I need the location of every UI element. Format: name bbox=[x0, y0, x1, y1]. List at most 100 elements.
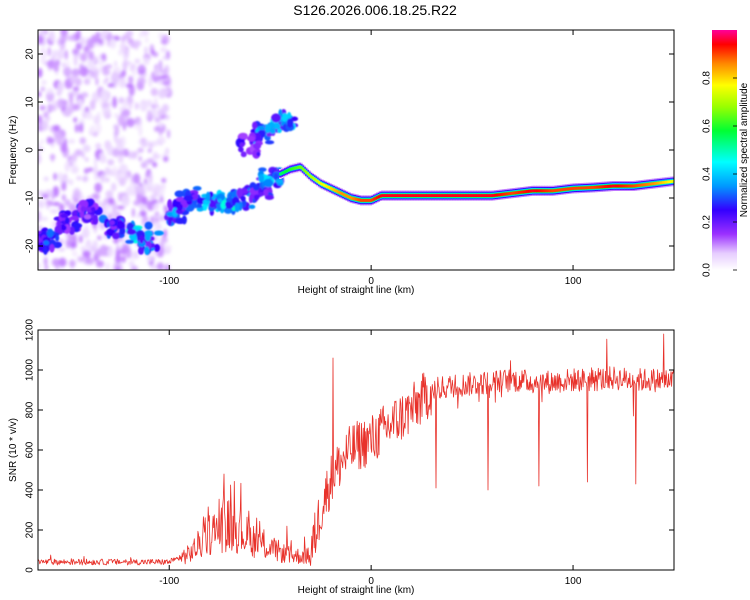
ridge-segment bbox=[586, 186, 589, 190]
ridge-segment bbox=[579, 186, 583, 190]
colorbar-tick-label: 0.6 bbox=[702, 119, 713, 133]
ridge-segment bbox=[636, 184, 639, 187]
ridge-segment bbox=[431, 194, 434, 197]
noise-dot bbox=[119, 77, 126, 89]
noise-dot bbox=[56, 89, 62, 97]
noise-dot bbox=[40, 139, 44, 145]
noise-dot bbox=[152, 204, 159, 210]
ridge-segment bbox=[372, 197, 376, 201]
spectral-blob bbox=[239, 142, 245, 148]
ridge-segment bbox=[555, 188, 558, 192]
ridge-segment bbox=[552, 189, 555, 193]
ridge-segment bbox=[529, 189, 532, 193]
ridge-segment bbox=[460, 194, 463, 197]
noise-dot bbox=[40, 86, 46, 92]
ridge-segment bbox=[547, 189, 550, 193]
snr-ylabel: SNR (10 * v/v) bbox=[8, 418, 19, 482]
noise-dot bbox=[79, 137, 87, 145]
ridge-segment bbox=[440, 194, 444, 197]
ridge-segment bbox=[334, 189, 337, 192]
noise-dot bbox=[112, 148, 120, 158]
noise-dot bbox=[151, 199, 159, 204]
colorbar-tick-label: 0.4 bbox=[702, 167, 713, 181]
noise-dot bbox=[145, 100, 153, 108]
ridge-segment bbox=[434, 194, 437, 197]
ridge-segment bbox=[280, 171, 284, 175]
noise-dot bbox=[91, 91, 100, 103]
noise-dot bbox=[161, 185, 166, 195]
ridge-group bbox=[279, 161, 674, 206]
noise-dot bbox=[143, 159, 149, 166]
ridge-segment bbox=[563, 188, 566, 191]
noise-dot bbox=[95, 260, 105, 268]
noise-dot bbox=[115, 124, 120, 137]
noise-dot bbox=[138, 156, 142, 162]
ridge-segment bbox=[390, 194, 394, 197]
noise-dot bbox=[82, 250, 91, 258]
noise-dot bbox=[134, 124, 142, 130]
noise-dot bbox=[130, 265, 138, 270]
noise-dot bbox=[69, 161, 73, 167]
spectral-blob bbox=[139, 235, 144, 244]
ridge-segment bbox=[523, 190, 526, 194]
ridge-segment bbox=[670, 180, 673, 183]
noise-dot bbox=[164, 64, 170, 75]
spectral-blob bbox=[269, 128, 276, 134]
ridge-segment bbox=[626, 184, 629, 188]
ridge-segment bbox=[374, 196, 377, 200]
ridge-segment bbox=[544, 189, 547, 193]
noise-dot bbox=[160, 46, 167, 53]
ridge-segment bbox=[306, 172, 310, 176]
noise-dot bbox=[105, 190, 114, 199]
noise-dot bbox=[57, 38, 61, 46]
spectral-blob bbox=[281, 112, 288, 122]
noise-dot bbox=[143, 56, 150, 66]
ridge-segment bbox=[355, 197, 358, 201]
ridge-segment bbox=[497, 193, 500, 197]
colorbar-tick-label: 0.2 bbox=[702, 215, 713, 229]
noise-dot bbox=[133, 250, 140, 260]
noise-dot bbox=[72, 187, 81, 200]
spectrogram-ytick-label: 20 bbox=[25, 48, 36, 60]
colorbar-label: Normalized spectral amplitude bbox=[739, 82, 750, 217]
ridge-segment bbox=[590, 186, 594, 189]
noise-dot bbox=[151, 49, 155, 55]
ridge-segment bbox=[481, 194, 484, 197]
ridge-segment bbox=[474, 194, 478, 197]
noise-dot bbox=[162, 55, 168, 61]
spectral-blob bbox=[252, 121, 258, 130]
ridge-segment bbox=[484, 194, 487, 197]
noise-dot bbox=[97, 58, 104, 66]
noise-dot bbox=[114, 35, 121, 41]
noise-dot bbox=[61, 194, 66, 202]
noise-dot bbox=[93, 157, 98, 167]
noise-dot bbox=[104, 203, 111, 216]
spectrogram-ytick-label: -10 bbox=[25, 190, 36, 205]
ridge-segment bbox=[653, 182, 657, 185]
ridge-segment bbox=[498, 193, 502, 197]
ridge-segment bbox=[540, 189, 544, 193]
ridge-segment bbox=[427, 194, 431, 197]
noise-dot bbox=[48, 138, 55, 143]
ridge-segment bbox=[290, 167, 293, 171]
noise-dot bbox=[82, 175, 89, 182]
ridge-segment bbox=[565, 187, 568, 191]
ridge-segment bbox=[532, 189, 536, 193]
noise-dot bbox=[155, 214, 163, 219]
noise-dot bbox=[120, 255, 127, 263]
noise-dot bbox=[72, 103, 80, 111]
noise-dot bbox=[64, 49, 68, 60]
noise-dot bbox=[110, 182, 117, 192]
ridge-segment bbox=[613, 184, 616, 188]
noise-dot bbox=[55, 133, 64, 146]
noise-dot bbox=[86, 38, 95, 50]
ridge-segment bbox=[282, 171, 285, 174]
spectral-blob bbox=[254, 194, 259, 201]
colorbar: 0.0 0.2 0.4 0.6 0.8 Normalized spectral ampl… bbox=[702, 30, 750, 277]
ridge-segment bbox=[603, 185, 607, 189]
spectral-blob bbox=[258, 192, 265, 197]
spectral-blob bbox=[256, 151, 261, 157]
ridge-segment bbox=[439, 194, 442, 197]
spectral-blob bbox=[192, 185, 202, 191]
spectral-blob bbox=[46, 228, 54, 238]
